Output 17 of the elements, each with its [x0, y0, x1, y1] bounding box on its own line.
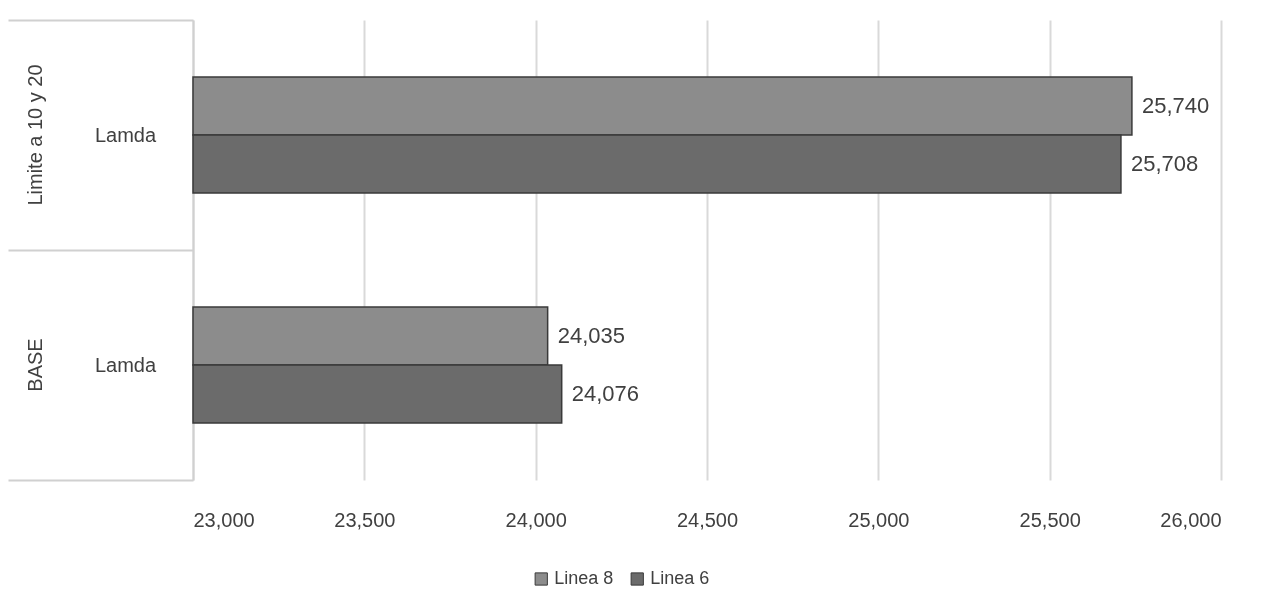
- text: Limite a 10 y 20: [24, 64, 46, 206]
- x-tick-label: 25,500: [1019, 508, 1081, 531]
- x-tick-label: 26,000: [1160, 508, 1222, 531]
- x-tick-label: 25,000: [848, 508, 910, 531]
- legend-label: Linea 8: [554, 568, 614, 588]
- x-tick-label: 24,500: [676, 508, 739, 531]
- x-tick-label: 23,000: [193, 508, 255, 531]
- text: BASE: [24, 338, 46, 392]
- data-label: 24,076: [571, 381, 640, 407]
- y-tick-label: Lamda: [94, 353, 157, 376]
- x-tick-label: 24,000: [505, 508, 567, 531]
- x-tick-label: 23,500: [334, 508, 396, 531]
- data-label: 25,740: [1141, 92, 1210, 118]
- data-label: 25,708: [1130, 151, 1199, 177]
- y-tick-label: Lamda: [94, 123, 157, 146]
- legend-label: Linea 6: [650, 568, 710, 588]
- data-label: 24,035: [557, 322, 625, 348]
